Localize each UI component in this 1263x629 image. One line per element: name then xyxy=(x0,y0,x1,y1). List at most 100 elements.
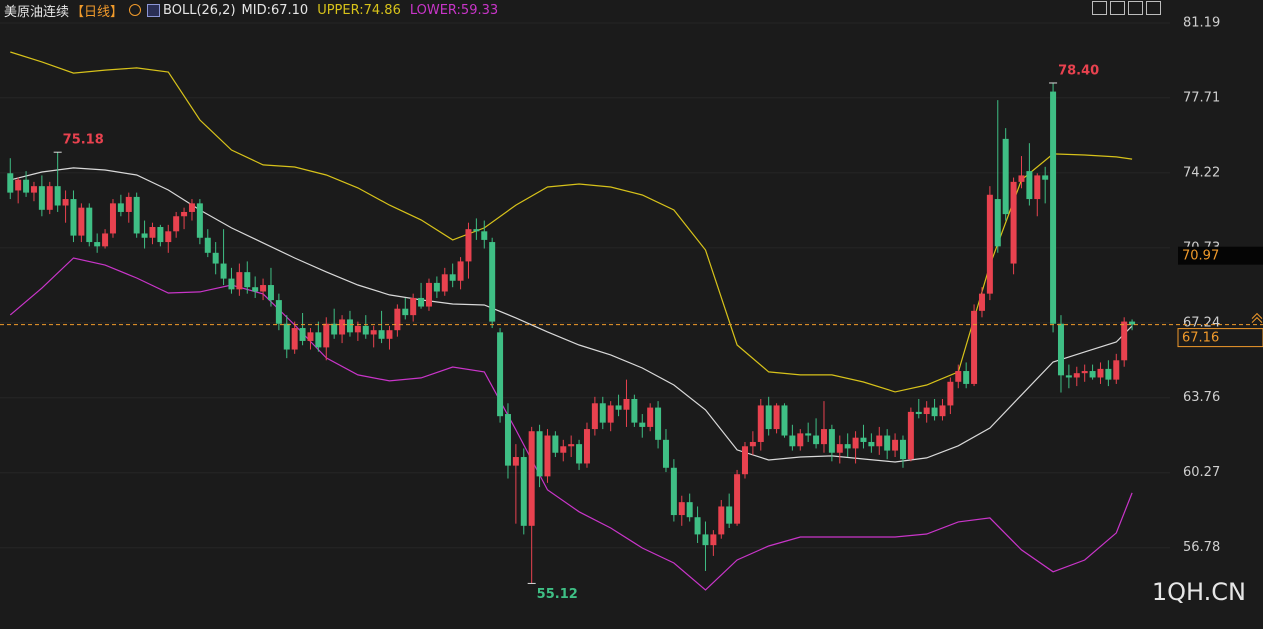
y-tick-label: 56.78 xyxy=(1183,540,1220,555)
candle-body xyxy=(710,534,717,546)
candle-body xyxy=(599,403,606,423)
indicator[interactable]: BOLL(26,2) xyxy=(163,2,236,18)
candle-body xyxy=(1121,321,1128,361)
tool-button[interactable] xyxy=(1128,1,1143,15)
candle-body xyxy=(141,233,148,238)
title: 美原油连续 xyxy=(4,4,70,20)
annotation-label: 75.18 xyxy=(63,133,104,148)
candle-body xyxy=(1034,175,1041,200)
candle-body xyxy=(860,437,867,442)
candle-body xyxy=(765,405,772,430)
candle-body xyxy=(536,431,543,477)
watermark: 1QH.CN xyxy=(1152,578,1246,606)
candle-body xyxy=(1081,371,1088,374)
candle-body xyxy=(30,186,37,193)
candle-body xyxy=(283,323,290,350)
candle-body xyxy=(1010,181,1017,264)
candle-body xyxy=(757,405,764,442)
tool-button[interactable] xyxy=(1092,1,1107,15)
candle-body xyxy=(1026,171,1033,200)
candle-body xyxy=(781,405,788,436)
candle-body xyxy=(955,371,962,382)
candle-body xyxy=(591,403,598,430)
candle-body xyxy=(70,199,77,236)
candle-body xyxy=(939,405,946,417)
legend-entry: UPPER:74.86 xyxy=(317,2,401,18)
candle-body xyxy=(433,282,440,292)
candle-body xyxy=(931,407,938,417)
candle-body xyxy=(125,196,132,212)
candle-body xyxy=(1065,375,1072,378)
candle-body xyxy=(907,411,914,460)
candle-body xyxy=(425,282,432,307)
candle-body xyxy=(986,194,993,294)
candle-body xyxy=(560,446,567,453)
candle-body xyxy=(38,186,45,210)
candle-body xyxy=(512,457,519,466)
candle-body xyxy=(797,433,804,447)
candle-body xyxy=(117,203,124,212)
candle-body xyxy=(805,433,812,436)
candle-body xyxy=(291,328,298,350)
candle-body xyxy=(267,285,274,301)
candle-body xyxy=(157,227,164,243)
candle-body xyxy=(1050,91,1057,324)
candle-body xyxy=(252,287,259,292)
candle-body xyxy=(647,407,654,427)
candle-body xyxy=(631,398,638,423)
candle-body xyxy=(46,186,53,210)
candle-body xyxy=(362,325,369,335)
candle-body xyxy=(133,196,140,234)
candle-body xyxy=(181,211,188,217)
candle-body xyxy=(876,435,883,447)
candle-body xyxy=(544,435,551,477)
candle-body xyxy=(583,429,590,464)
candle-body xyxy=(275,300,282,324)
marker-price-box xyxy=(1178,246,1263,265)
annotation-label: 55.12 xyxy=(537,587,578,602)
tool-button[interactable] xyxy=(1110,1,1125,15)
candle-body xyxy=(947,381,954,406)
y-tick-label: 63.76 xyxy=(1183,390,1220,405)
candle-body xyxy=(23,179,30,193)
candle-body xyxy=(78,207,85,236)
candle-body xyxy=(220,263,227,279)
legend: MID:67.10 UPPER:74.86 LOWER:59.33 xyxy=(242,3,499,18)
add-icon[interactable] xyxy=(129,4,142,16)
period[interactable]: 【日线】 xyxy=(71,4,124,20)
indicator-icon[interactable] xyxy=(147,3,161,17)
candle-body xyxy=(670,467,677,516)
candle-body xyxy=(892,439,899,451)
candle-body xyxy=(410,297,417,316)
candle-body xyxy=(868,441,875,447)
candle-body xyxy=(639,422,646,427)
candle-body xyxy=(370,330,377,335)
candle-body xyxy=(813,435,820,445)
legend-entry: MID:67.10 xyxy=(241,2,309,18)
y-tick-label: 77.71 xyxy=(1183,90,1220,105)
current-price-label: 67.16 xyxy=(1182,331,1219,346)
tool-button[interactable] xyxy=(1146,1,1161,15)
candle-body xyxy=(552,435,559,453)
candle-body xyxy=(244,272,251,288)
candle-body xyxy=(1105,368,1112,380)
toolbar xyxy=(1092,1,1161,15)
candle-body xyxy=(465,229,472,262)
candle-body xyxy=(378,330,385,339)
candle-body xyxy=(315,332,322,348)
candle-body xyxy=(520,457,527,526)
candle-body xyxy=(1018,175,1025,182)
candle-body xyxy=(7,173,14,193)
candle-body xyxy=(836,444,843,453)
candle-body xyxy=(662,439,669,468)
candle-body xyxy=(978,293,985,311)
candle-body xyxy=(607,405,614,423)
y-tick-label: 67.24 xyxy=(1183,315,1220,330)
candle-body xyxy=(884,435,891,451)
candle-body xyxy=(1073,373,1080,378)
candle-body xyxy=(504,414,511,466)
candle-body xyxy=(694,517,701,535)
candle-body xyxy=(963,371,970,384)
